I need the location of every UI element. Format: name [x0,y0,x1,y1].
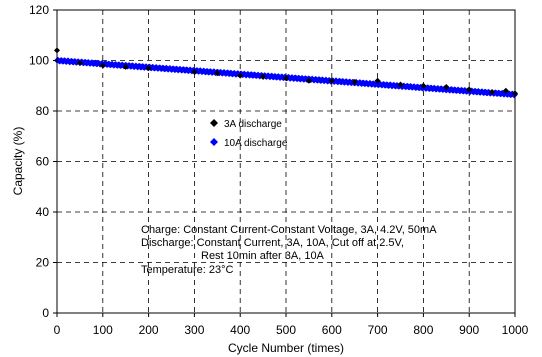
note-charge: Charge: Constant Current-Constant Voltag… [141,224,437,236]
grid [57,10,515,313]
x-tick-label: 1000 [502,323,529,337]
y-tick-label: 0 [42,306,49,320]
y-tick-label: 20 [36,256,50,270]
legend-label-3a: 3A discharge [224,119,282,130]
legend-marker-10a [210,138,218,146]
x-tick-label: 200 [139,323,159,337]
x-tick-label: 700 [368,323,388,337]
data-points [54,47,518,99]
conditions-note: Charge: Constant Current-Constant Voltag… [141,224,437,276]
note-discharge: Discharge: Constant Current, 3A, 10A, Cu… [141,237,404,249]
point-3a [76,60,83,67]
x-tick-label: 100 [93,323,113,337]
point-3a [443,84,450,91]
point-3a [191,68,198,75]
point-3a [420,82,427,89]
x-tick-label: 600 [322,323,342,337]
x-tick-label: 500 [276,323,296,337]
legend-label-10a: 10A discharge [224,138,288,149]
x-tick-label: 900 [459,323,479,337]
legend: 3A discharge 10A discharge [210,119,288,149]
x-tick-label: 300 [184,323,204,337]
x-tick-label: 400 [230,323,250,337]
point-3a [328,77,335,84]
y-tick-label: 100 [29,54,49,68]
y-tick-label: 60 [36,155,50,169]
point-3a [260,73,267,80]
point-3a [489,89,496,96]
point-3a [351,78,358,85]
x-tick-label: 0 [54,323,61,337]
point-3a [397,81,404,88]
x-tick-label: 800 [413,323,433,337]
y-tick-label: 120 [29,3,49,17]
note-temperature: Temperature: 23°C [141,264,233,276]
point-3a [214,70,221,77]
point-3a [122,63,129,70]
point-3a [283,75,289,82]
point-3a [99,62,106,69]
point-3a [145,65,152,72]
y-tick-label: 40 [36,205,50,219]
y-tick-label: 80 [36,104,50,118]
point-3a [237,72,244,79]
tick-labels: 0 100 200 300 400 500 600 700 800 900 1000 0 20 40 60 8… [29,3,529,337]
point-3a [466,86,473,93]
point-3a [502,87,509,94]
y-axis-label: Capacity (%) [11,127,25,196]
point-3a [305,77,312,84]
x-axis-label: Cycle Number (times) [228,341,344,355]
point-3a [374,77,381,84]
note-rest: Rest 10min after 3A, 10A [201,250,325,262]
legend-marker-3a [210,119,218,127]
